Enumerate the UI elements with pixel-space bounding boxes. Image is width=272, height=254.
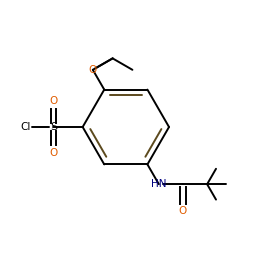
Text: O: O: [89, 65, 97, 75]
Text: S: S: [50, 122, 57, 132]
Text: HN: HN: [151, 179, 167, 189]
Text: Cl: Cl: [21, 122, 31, 132]
Text: O: O: [179, 206, 187, 216]
Text: O: O: [49, 148, 58, 158]
Text: O: O: [49, 96, 58, 106]
